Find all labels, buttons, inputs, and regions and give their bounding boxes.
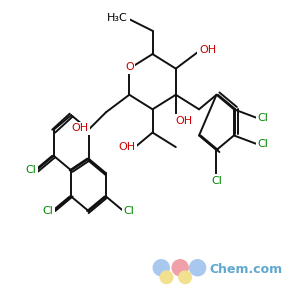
Circle shape — [152, 259, 170, 276]
Text: OH: OH — [71, 123, 88, 133]
Circle shape — [171, 259, 189, 276]
Text: Cl: Cl — [257, 139, 268, 149]
Circle shape — [189, 259, 206, 276]
Text: O: O — [125, 62, 134, 72]
Circle shape — [178, 270, 192, 284]
Text: OH: OH — [176, 116, 193, 126]
Text: OH: OH — [118, 142, 135, 152]
Circle shape — [160, 270, 173, 284]
Text: Cl: Cl — [257, 113, 268, 123]
Text: Cl: Cl — [43, 206, 54, 216]
Text: Cl: Cl — [124, 206, 134, 216]
Text: H₃C: H₃C — [107, 13, 128, 23]
Text: Chem.com: Chem.com — [209, 263, 282, 276]
Text: Cl: Cl — [211, 176, 222, 186]
Text: Cl: Cl — [26, 165, 36, 175]
Text: OH: OH — [199, 45, 216, 55]
